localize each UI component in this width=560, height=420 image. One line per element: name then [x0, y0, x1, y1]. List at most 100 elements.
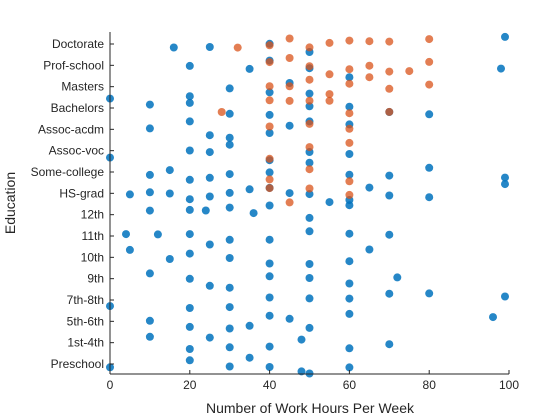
y-tick-label: 10th — [81, 250, 104, 264]
data-point — [265, 82, 274, 91]
y-tick-label: Some-college — [31, 165, 105, 179]
y-tick-label: 1st-4th — [67, 336, 104, 350]
y-tick-label: Preschool — [51, 357, 104, 371]
data-point — [145, 170, 154, 179]
data-point — [125, 245, 134, 254]
data-point — [145, 269, 154, 278]
data-point — [225, 235, 234, 244]
data-point — [185, 230, 194, 239]
data-point — [217, 108, 226, 116]
data-point — [265, 129, 274, 137]
data-point — [201, 206, 210, 215]
y-tick-label: Masters — [61, 80, 104, 94]
data-point — [185, 146, 194, 155]
data-point — [145, 332, 154, 341]
data-point — [489, 313, 497, 322]
data-point — [285, 54, 294, 62]
y-tick-label: 5th-6th — [67, 314, 104, 328]
data-point — [265, 363, 274, 371]
data-point — [425, 193, 434, 202]
data-point — [205, 333, 214, 342]
data-point — [365, 245, 374, 254]
data-point — [225, 303, 234, 312]
data-point — [265, 168, 274, 177]
x-tick-label: 100 — [499, 378, 519, 392]
data-point — [225, 84, 234, 93]
data-point — [225, 343, 234, 352]
data-point — [205, 173, 214, 182]
y-tick-label: 12th — [81, 208, 104, 222]
data-point — [225, 283, 234, 292]
data-point — [325, 96, 334, 105]
data-point — [185, 304, 194, 312]
data-point — [185, 61, 194, 70]
x-tick-label: 20 — [183, 378, 197, 392]
data-point — [305, 119, 314, 128]
y-tick-label: Assoc-acdm — [38, 122, 104, 136]
data-point — [145, 206, 154, 215]
data-point — [405, 67, 414, 76]
data-point — [205, 43, 214, 51]
data-point — [305, 62, 314, 71]
data-point — [425, 35, 434, 44]
data-point — [145, 316, 154, 325]
y-tick-label: Assoc-voc — [49, 144, 104, 158]
data-point — [345, 294, 354, 303]
data-point — [165, 189, 174, 198]
y-tick-label: HS-grad — [59, 186, 104, 200]
data-point — [265, 154, 274, 163]
data-point — [285, 198, 294, 207]
data-point — [385, 67, 394, 76]
data-point — [225, 362, 234, 371]
data-point — [285, 189, 294, 198]
data-point — [249, 209, 258, 218]
data-point — [265, 293, 274, 302]
data-point — [153, 230, 162, 239]
data-point — [345, 124, 354, 133]
data-point — [385, 230, 394, 239]
data-point — [305, 323, 314, 332]
data-point — [185, 205, 194, 214]
y-tick-label: 9th — [87, 272, 104, 286]
data-point — [365, 61, 374, 70]
data-point — [425, 110, 434, 119]
data-point — [265, 272, 274, 281]
data-point — [305, 294, 314, 303]
data-point — [345, 177, 354, 186]
data-point — [185, 117, 194, 126]
data-point — [185, 195, 194, 204]
data-point — [265, 58, 274, 67]
data-point — [265, 122, 274, 131]
data-point — [305, 213, 314, 222]
data-point — [145, 100, 154, 109]
data-point — [225, 140, 234, 149]
data-point — [225, 254, 234, 262]
data-point — [205, 281, 214, 290]
data-point — [145, 124, 154, 133]
data-point — [145, 188, 154, 197]
data-point — [305, 43, 314, 52]
data-point — [425, 57, 434, 66]
data-point — [225, 109, 234, 118]
data-point — [393, 273, 402, 282]
data-point — [265, 311, 274, 320]
data-point — [297, 335, 306, 344]
data-point — [305, 190, 314, 199]
data-point — [265, 259, 274, 268]
y-tick-label: Doctorate — [52, 37, 104, 51]
data-point — [305, 89, 314, 98]
data-point — [185, 175, 194, 184]
data-point — [345, 257, 354, 266]
data-point — [225, 203, 234, 212]
data-point — [345, 344, 354, 353]
data-point — [285, 96, 294, 105]
data-point — [305, 165, 314, 174]
data-point — [385, 84, 394, 93]
data-point — [345, 363, 354, 372]
data-point — [225, 324, 234, 333]
data-point — [185, 322, 194, 331]
x-tick-label: 80 — [423, 378, 437, 392]
data-point — [265, 41, 274, 50]
data-point — [305, 75, 314, 84]
